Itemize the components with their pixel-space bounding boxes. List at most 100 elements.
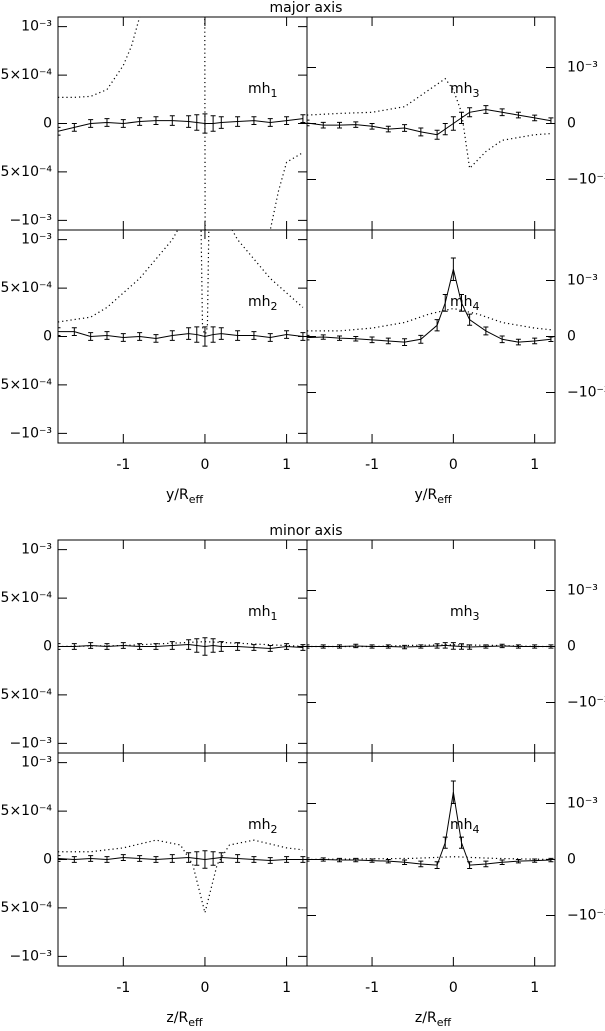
- error-bar: [467, 107, 473, 118]
- error-bar: [71, 856, 77, 863]
- error-bar: [300, 644, 306, 651]
- error-bar: [307, 334, 310, 341]
- group-title: minor axis: [269, 523, 342, 539]
- error-bar: [235, 642, 241, 651]
- error-bar: [210, 115, 216, 132]
- error-bar: [169, 115, 175, 126]
- x-tick-label: -1: [116, 457, 130, 473]
- y-tick-label: 0: [567, 852, 576, 868]
- error-bar: [88, 119, 94, 128]
- y-tick-label: 10⁻³: [21, 232, 52, 248]
- error-bar: [320, 857, 326, 862]
- error-bar: [532, 114, 538, 122]
- x-tick-label: 0: [200, 980, 209, 996]
- error-bar: [385, 644, 391, 649]
- panel-label: mh2: [248, 294, 278, 313]
- error-bar: [120, 854, 126, 861]
- dotted-line: [58, 839, 303, 913]
- error-bar: [434, 643, 440, 649]
- error-bar: [402, 338, 408, 346]
- error-bar: [186, 327, 192, 340]
- error-bar: [88, 855, 94, 862]
- error-bar: [58, 126, 61, 136]
- error-bar: [88, 332, 94, 341]
- solid-line: [307, 108, 552, 136]
- y-tick-label: 10⁻³: [21, 19, 52, 35]
- error-bar: [267, 118, 273, 127]
- solid-line: [58, 644, 303, 649]
- error-bar: [418, 860, 424, 868]
- error-bar: [104, 856, 110, 863]
- error-bar: [353, 643, 359, 649]
- x-tick-label: -1: [365, 457, 379, 473]
- error-bar: [307, 857, 310, 862]
- error-bar: [442, 123, 448, 136]
- panel-frame: [306, 16, 556, 231]
- dotted-line: [307, 307, 551, 332]
- error-bar: [218, 641, 224, 652]
- error-bar: [88, 642, 94, 649]
- error-bar: [218, 852, 224, 863]
- group-title: major axis: [270, 0, 343, 16]
- error-bar: [369, 336, 375, 344]
- error-bar: [58, 643, 61, 650]
- x-tick-label: -1: [365, 980, 379, 996]
- y-tick-label: 0: [43, 639, 52, 655]
- error-bar: [267, 645, 273, 652]
- error-bar: [458, 643, 464, 650]
- error-bar: [153, 116, 159, 125]
- error-bar: [458, 293, 464, 312]
- panel-label-sub: 2: [271, 300, 278, 313]
- error-bar: [186, 639, 192, 650]
- error-bar: [194, 326, 200, 343]
- error-bar: [532, 337, 538, 345]
- error-bar: [499, 108, 505, 117]
- error-bar: [369, 123, 375, 130]
- error-bar: [515, 111, 521, 119]
- dotted-line: [58, 641, 303, 648]
- solid-line: [307, 269, 551, 343]
- x-axis-label-main: y/R: [414, 487, 437, 503]
- dotted-line: [58, 17, 304, 230]
- error-bar: [320, 121, 326, 129]
- error-bar: [137, 855, 143, 862]
- error-bar: [284, 330, 290, 339]
- error-bar: [307, 119, 310, 127]
- error-bar: [337, 857, 343, 863]
- error-bar: [153, 334, 159, 343]
- y-tick-label: −10⁻³: [567, 908, 605, 924]
- panel-frame: [57, 752, 308, 967]
- y-tick-label: −10⁻³: [9, 212, 52, 228]
- error-bar: [210, 851, 216, 866]
- error-bar: [120, 119, 126, 128]
- y-tick-label: −10⁻³: [567, 695, 605, 711]
- panel-label-main: mh: [248, 81, 271, 97]
- x-axis-label: z/Reff: [415, 1010, 452, 1029]
- error-bar: [369, 644, 375, 649]
- x-tick-label: 0: [449, 457, 458, 473]
- y-tick-label: −5×10⁻⁴: [0, 377, 52, 393]
- y-tick-label: 10⁻³: [567, 582, 598, 598]
- y-tick-label: −10⁻³: [9, 948, 52, 964]
- error-bar: [104, 118, 110, 127]
- error-bar: [169, 854, 175, 863]
- y-tick-label: 5×10⁻⁴: [1, 590, 53, 606]
- dotted-line: [307, 856, 551, 861]
- error-bar: [307, 644, 310, 649]
- error-bar: [104, 331, 110, 340]
- error-bar: [467, 861, 473, 869]
- x-axis-label-sub: eff: [437, 1016, 452, 1029]
- error-bar: [202, 850, 208, 869]
- panel-label-main: mh: [248, 294, 271, 310]
- error-bar: [267, 333, 273, 342]
- error-bar: [137, 332, 143, 341]
- x-tick-label: 1: [282, 457, 291, 473]
- error-bar: [284, 856, 290, 863]
- error-bar: [251, 331, 257, 340]
- error-bar: [450, 780, 456, 804]
- error-bar: [402, 124, 408, 132]
- panel-label-main: mh: [450, 817, 473, 833]
